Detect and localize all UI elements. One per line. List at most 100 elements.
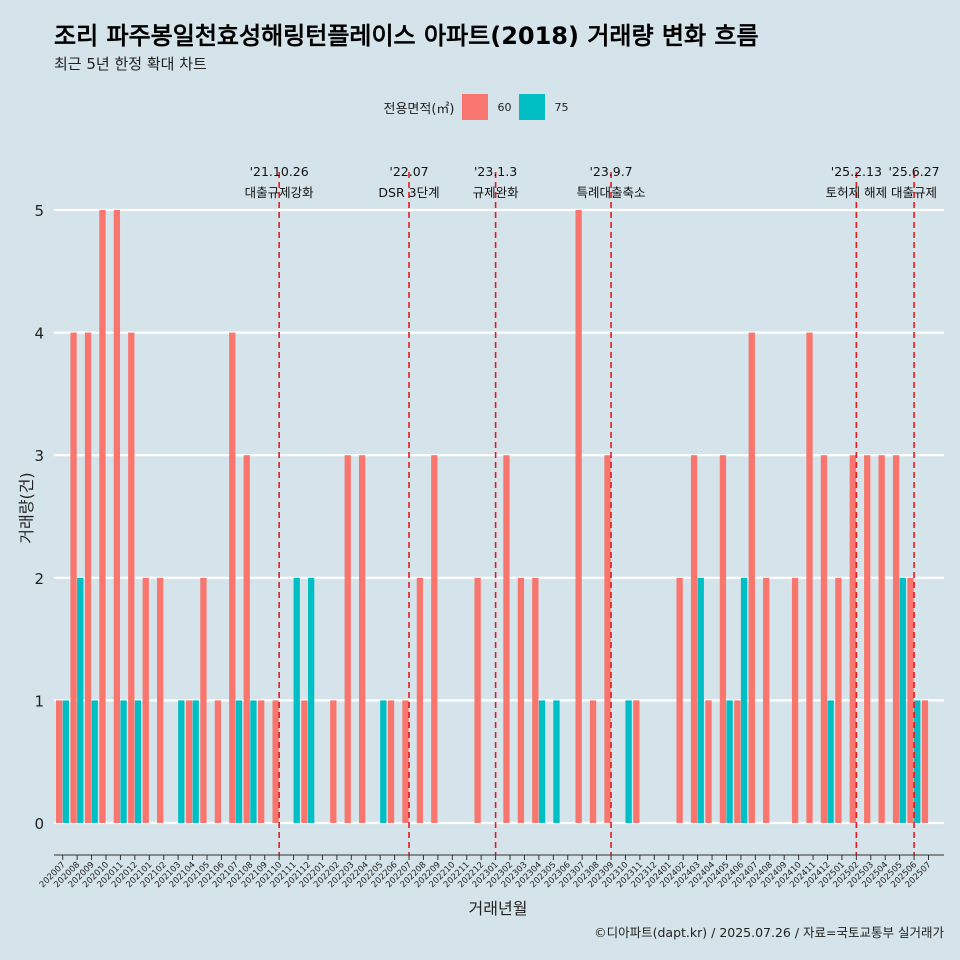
event-date-label: '25.6.27	[888, 164, 939, 179]
chart-title: 조리 파주봉일천효성해링턴플레이스 아파트(2018) 거래량 변화 흐름	[54, 22, 759, 50]
bar-60-202202	[330, 700, 337, 823]
bar-60-202009	[84, 332, 92, 823]
event-name-label: 대출규제강화	[245, 185, 315, 200]
bar-60-202303	[517, 577, 525, 823]
bar-60-202307	[575, 210, 582, 823]
bar-60-202504	[878, 455, 885, 823]
bar-60-202309	[604, 455, 611, 823]
bar-60-202501	[835, 577, 842, 823]
bar-75-202412	[827, 700, 834, 823]
bar-60-202411	[806, 332, 813, 823]
bar-60-202012	[128, 332, 135, 823]
bar-60-202503	[864, 455, 871, 823]
event-date-label: '25.2.13	[831, 164, 882, 179]
event-name-label: 토허제 해제	[826, 185, 887, 200]
x-axis-title: 거래년월	[469, 899, 528, 918]
bar-75-202403	[697, 577, 704, 823]
bar-60-202008	[70, 332, 77, 823]
bar-75-202107	[235, 700, 243, 823]
bar-60-202308	[589, 700, 597, 823]
bar-75-202007	[62, 700, 69, 823]
bar-60-202010	[99, 210, 106, 823]
bar-75-202103	[178, 700, 185, 823]
bar-75-202310	[625, 700, 632, 823]
bar-75-202012	[134, 700, 142, 823]
y-axis-title: 거래량(건)	[17, 472, 36, 543]
bar-60-202404	[705, 700, 712, 823]
legend-label-60: 60	[497, 100, 512, 114]
event-name-label: 규제완화	[473, 185, 520, 200]
bar-60-202410	[791, 577, 799, 823]
bar-60-202212	[474, 577, 481, 823]
event-date-label: '23.9.7	[589, 164, 632, 179]
legend-swatch-75	[519, 94, 546, 120]
y-tick-label: 3	[34, 447, 44, 465]
bar-75-202112	[308, 577, 315, 823]
bar-60-202106	[214, 700, 222, 823]
bar-60-202105	[200, 577, 207, 823]
bar-75-202011	[120, 700, 127, 823]
bar-60-202412	[820, 455, 828, 823]
legend-label-75: 75	[554, 100, 569, 114]
legend-swatch-60	[462, 94, 489, 120]
event-date-label: '23.1.3	[474, 164, 517, 179]
bar-60-202208	[416, 577, 424, 823]
bar-60-202203	[344, 455, 351, 823]
event-date-label: '21.10.26	[250, 164, 309, 179]
bars	[56, 210, 929, 823]
bar-60-202405	[719, 455, 727, 823]
bar-60-202204	[359, 455, 366, 823]
bar-60-202102	[157, 577, 164, 823]
bar-75-202505	[899, 577, 906, 823]
y-tick-label: 4	[34, 325, 44, 343]
bar-60-202207	[402, 700, 409, 823]
bar-75-202008	[77, 577, 84, 823]
legend-title: 전용면적(㎡)	[383, 101, 455, 117]
source-caption: ©디아파트(dapt.kr) / 2025.07.26 / 자료=국토교통부 실…	[594, 925, 944, 940]
bar-60-202505	[892, 455, 900, 823]
y-tick-label: 0	[34, 815, 44, 833]
bar-60-202104	[185, 700, 193, 823]
event-date-label: '22.07	[389, 164, 428, 179]
bar-60-202408	[763, 577, 770, 823]
bar-60-202209	[431, 455, 438, 823]
event-name-label: 특례대출축소	[577, 185, 646, 200]
bar-60-202101	[142, 577, 149, 823]
bar-75-202305	[553, 700, 560, 823]
bar-60-202406	[734, 700, 741, 823]
bar-75-202406	[740, 577, 748, 823]
bar-60-202109	[258, 700, 265, 823]
bar-60-202011	[113, 210, 121, 823]
bar-60-202112	[301, 700, 308, 823]
bar-75-202205	[380, 700, 387, 823]
bar-60-202507	[921, 700, 929, 823]
event-name-label: DSR 3단계	[378, 185, 439, 200]
bar-60-202402	[676, 577, 683, 823]
bar-60-202110	[272, 700, 279, 823]
bar-75-202304	[538, 700, 546, 823]
bar-60-202302	[503, 455, 510, 823]
chart-subtitle: 최근 5년 한정 확대 차트	[54, 55, 207, 73]
bar-60-202304	[532, 577, 539, 823]
bar-60-202311	[633, 700, 640, 823]
bar-60-202007	[56, 700, 63, 823]
bar-75-202506	[914, 700, 921, 823]
y-tick-label: 1	[34, 692, 44, 710]
bar-60-202502	[849, 455, 856, 823]
bar-75-202009	[91, 700, 98, 823]
event-name-label: 대출규제	[891, 185, 937, 200]
bar-75-202111	[293, 577, 300, 823]
event-lines: '21.10.26 대출규제강화 '22.07 DSR 3단계 '23.1.3 규제완화 '…	[245, 164, 940, 855]
bar-60-202107	[229, 332, 236, 823]
bar-60-202403	[690, 455, 698, 823]
y-tick-label: 5	[34, 202, 44, 220]
bar-60-202108	[243, 455, 250, 823]
bar-75-202104	[192, 700, 199, 823]
bar-75-202405	[726, 700, 733, 823]
bar-60-202506	[907, 577, 914, 823]
y-tick-label: 2	[34, 570, 44, 588]
bar-60-202407	[748, 332, 755, 823]
bar-75-202108	[250, 700, 257, 823]
legend: 전용면적(㎡) 60 75	[0, 94, 960, 120]
